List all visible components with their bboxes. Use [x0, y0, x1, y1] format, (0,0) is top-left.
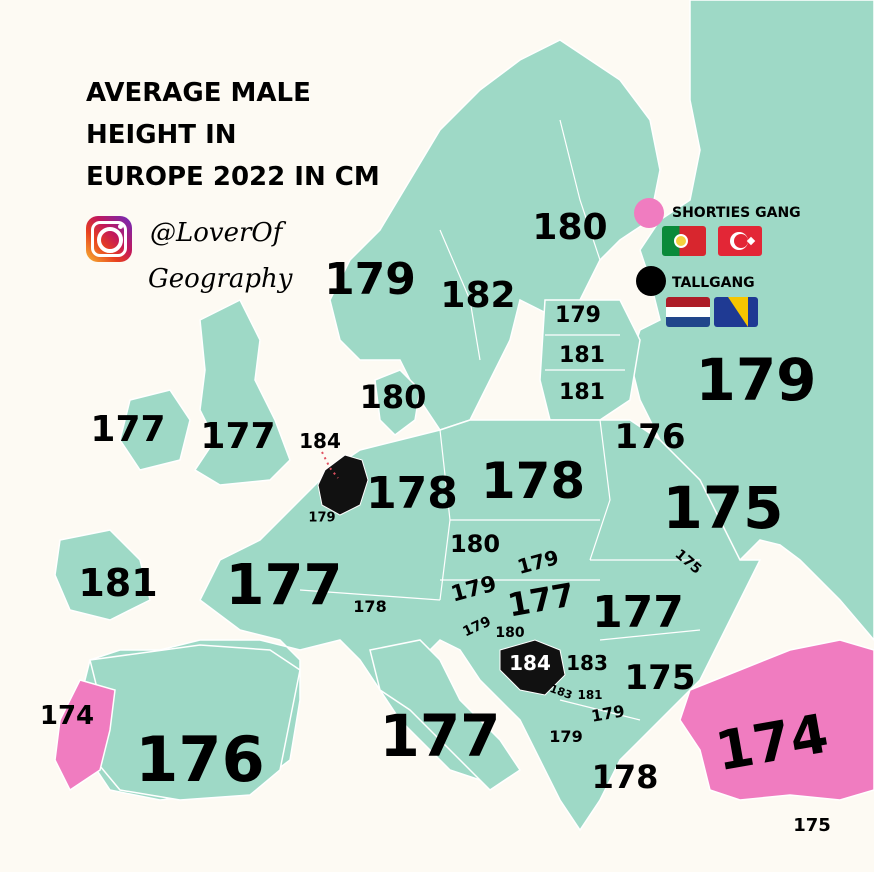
label-belgium: 179: [308, 510, 336, 526]
great-britain: [193, 298, 291, 486]
label-estonia: 179: [555, 303, 601, 328]
label-ukraine: 175: [662, 474, 784, 542]
baltics-region: [539, 299, 641, 421]
label-italy: 177: [379, 702, 501, 770]
label-lithuania: 181: [559, 380, 605, 405]
denmark: [374, 369, 421, 436]
label-finland: 180: [532, 207, 608, 248]
italy: [369, 639, 522, 791]
portugal-flag: [662, 226, 706, 256]
handle-line-1: @LoverOf: [150, 218, 283, 248]
label-russia: 179: [695, 346, 817, 414]
title-line-1: AVERAGE MALE: [86, 78, 311, 108]
label-greece: 178: [591, 758, 659, 796]
label-belarus: 176: [614, 417, 686, 457]
label-iceland-or-ireland: 177: [90, 409, 166, 450]
label-netherlands: 184: [299, 429, 341, 453]
handle-line-2: Geography: [148, 264, 293, 294]
label-portugal: 174: [39, 701, 95, 731]
label-norway: 179: [324, 254, 416, 305]
shorties-legend-swatch: [634, 198, 664, 228]
instagram-icon: [86, 216, 132, 262]
label-kosovo: 181: [577, 688, 603, 702]
title-line-3: EUROPE 2022 IN CM: [86, 162, 380, 192]
label-sweden: 182: [440, 275, 516, 316]
label-cyprus: 175: [793, 815, 831, 836]
turkey-flag: [718, 226, 762, 256]
label-bosnia: 184: [509, 651, 551, 675]
label-denmark: 180: [359, 378, 427, 416]
portugal: [54, 679, 116, 792]
tall-legend-swatch: [636, 266, 666, 296]
label-ireland: 181: [78, 561, 158, 605]
tall-legend-label: TALLGANG: [672, 275, 755, 291]
title-line-2: HEIGHT IN: [86, 120, 237, 150]
label-latvia: 181: [559, 343, 605, 368]
label-switzerland: 178: [353, 597, 387, 616]
label-france: 177: [225, 553, 343, 618]
label-spain: 176: [135, 723, 265, 796]
iceland: [54, 529, 151, 621]
netherlands-flag: [666, 297, 710, 327]
label-romania: 177: [592, 587, 684, 638]
turkey: [679, 639, 874, 801]
shorties-legend-label: SHORTIES GANG: [672, 205, 801, 221]
bosnia: [499, 639, 566, 696]
label-bulgaria: 175: [624, 658, 696, 698]
label-uk: 177: [200, 416, 276, 457]
credit-handle: @LoverOf Geography: [148, 210, 293, 302]
label-albania: 179: [549, 727, 583, 746]
label-serbia: 183: [566, 651, 608, 675]
label-czechia: 180: [449, 530, 501, 558]
map-title: AVERAGE MALE HEIGHT IN EUROPE 2022 IN CM: [86, 72, 426, 198]
bosnia-flag: [714, 297, 758, 327]
label-croatia: 180: [495, 625, 525, 641]
ireland: [119, 389, 191, 471]
label-germany: 178: [366, 468, 458, 519]
label-poland: 178: [480, 452, 586, 510]
